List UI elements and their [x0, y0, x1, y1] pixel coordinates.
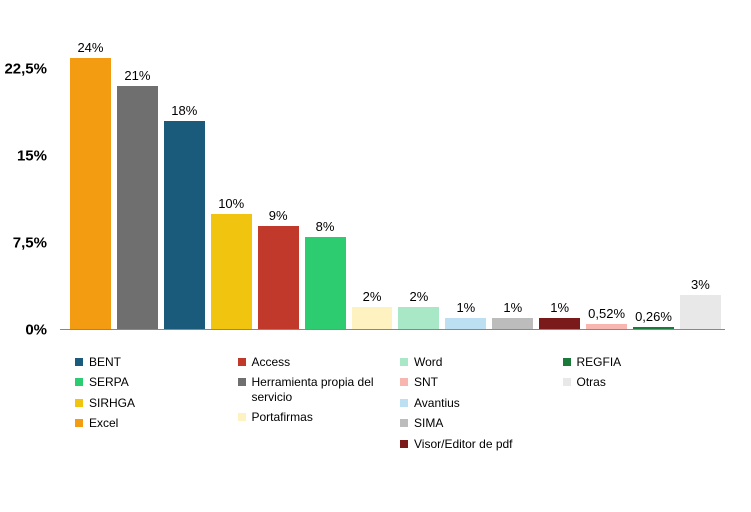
legend-item: SIMA — [400, 416, 555, 430]
bar-chart: 0% 7,5% 15% 22,5% 24% 21% 18% 10% 9% 8% 2% 2% 1% 1% 1… — [0, 0, 751, 512]
bar-rect — [398, 307, 439, 330]
legend-item: Avantius — [400, 396, 555, 410]
bar-rect — [258, 226, 299, 330]
legend-swatch — [400, 378, 408, 386]
legend-column: Access Herramienta propia del servicio Por… — [238, 355, 401, 451]
bar-value-label: 8% — [316, 219, 335, 234]
bar-rect — [70, 58, 111, 330]
bar-rect — [352, 307, 393, 330]
y-axis: 0%7,5%15%22,5% — [0, 40, 55, 330]
bar: 18% — [164, 40, 205, 330]
bar: 2% — [398, 40, 439, 330]
plot-area: 24% 21% 18% 10% 9% 8% 2% 2% 1% 1% 1% 0,52% 0,26% 3% — [60, 40, 725, 330]
y-tick-label: 0% — [25, 322, 47, 339]
bar: 2% — [352, 40, 393, 330]
bar: 3% — [680, 40, 721, 330]
legend-item: BENT — [75, 355, 230, 369]
y-tick-label: 7,5% — [13, 235, 47, 252]
bar-rect — [211, 214, 252, 330]
legend-label: Avantius — [414, 396, 555, 410]
legend-label: Visor/Editor de pdf — [414, 437, 555, 451]
legend-label: Otras — [577, 375, 718, 389]
legend-swatch — [75, 358, 83, 366]
legend-swatch — [400, 440, 408, 448]
legend-label: Access — [252, 355, 393, 369]
bar-value-label: 1% — [456, 300, 475, 315]
legend-item: Word — [400, 355, 555, 369]
legend-column: BENT SERPA SIRHGA Excel — [75, 355, 238, 451]
legend-column: Word SNT Avantius SIMA Visor/Editor de pdf — [400, 355, 563, 451]
legend-swatch — [400, 419, 408, 427]
legend-label: Herramienta propia del servicio — [252, 375, 393, 404]
legend-item: Portafirmas — [238, 410, 393, 424]
bar: 1% — [445, 40, 486, 330]
bar: 1% — [492, 40, 533, 330]
legend-item: SNT — [400, 375, 555, 389]
bar-value-label: 10% — [218, 196, 244, 211]
legend-swatch — [238, 378, 246, 386]
y-tick-label: 22,5% — [4, 61, 47, 78]
legend-label: SIMA — [414, 416, 555, 430]
legend-swatch — [563, 378, 571, 386]
bar: 0,26% — [633, 40, 674, 330]
legend-swatch — [75, 399, 83, 407]
y-tick-label: 15% — [17, 148, 47, 165]
bar-value-label: 21% — [124, 68, 150, 83]
legend-item: SERPA — [75, 375, 230, 389]
bar-rect — [680, 295, 721, 330]
legend-item: Visor/Editor de pdf — [400, 437, 555, 451]
legend-label: SNT — [414, 375, 555, 389]
bar-value-label: 2% — [410, 289, 429, 304]
legend-label: Word — [414, 355, 555, 369]
legend-label: SIRHGA — [89, 396, 230, 410]
bar-rect — [164, 121, 205, 330]
bar: 21% — [117, 40, 158, 330]
legend-label: REGFIA — [577, 355, 718, 369]
bar-value-label: 18% — [171, 103, 197, 118]
bar: 0,52% — [586, 40, 627, 330]
bar-value-label: 0,52% — [588, 306, 625, 321]
legend-swatch — [75, 419, 83, 427]
legend-item: Excel — [75, 416, 230, 430]
legend-swatch — [400, 399, 408, 407]
legend-swatch — [400, 358, 408, 366]
legend-swatch — [563, 358, 571, 366]
bar-value-label: 2% — [363, 289, 382, 304]
bar-rect — [305, 237, 346, 330]
legend-item: SIRHGA — [75, 396, 230, 410]
legend-item: REGFIA — [563, 355, 718, 369]
bars-container: 24% 21% 18% 10% 9% 8% 2% 2% 1% 1% 1% 0,52% 0,26% 3% — [60, 40, 725, 330]
legend-column: REGFIA Otras — [563, 355, 726, 451]
legend: BENT SERPA SIRHGA Excel Access Herramienta pr… — [75, 355, 725, 451]
legend-item: Herramienta propia del servicio — [238, 375, 393, 404]
bar: 1% — [539, 40, 580, 330]
legend-label: SERPA — [89, 375, 230, 389]
bar-value-label: 3% — [691, 277, 710, 292]
bar-value-label: 1% — [503, 300, 522, 315]
bar-rect — [117, 86, 158, 330]
bar-value-label: 9% — [269, 208, 288, 223]
bar: 24% — [70, 40, 111, 330]
bar-value-label: 0,26% — [635, 309, 672, 324]
x-axis-baseline — [60, 329, 725, 330]
legend-label: Portafirmas — [252, 410, 393, 424]
bar-value-label: 1% — [550, 300, 569, 315]
legend-label: Excel — [89, 416, 230, 430]
legend-swatch — [75, 378, 83, 386]
legend-item: Otras — [563, 375, 718, 389]
legend-item: Access — [238, 355, 393, 369]
legend-swatch — [238, 413, 246, 421]
bar: 9% — [258, 40, 299, 330]
bar-value-label: 24% — [77, 40, 103, 55]
legend-label: BENT — [89, 355, 230, 369]
bar: 8% — [305, 40, 346, 330]
bar: 10% — [211, 40, 252, 330]
legend-swatch — [238, 358, 246, 366]
